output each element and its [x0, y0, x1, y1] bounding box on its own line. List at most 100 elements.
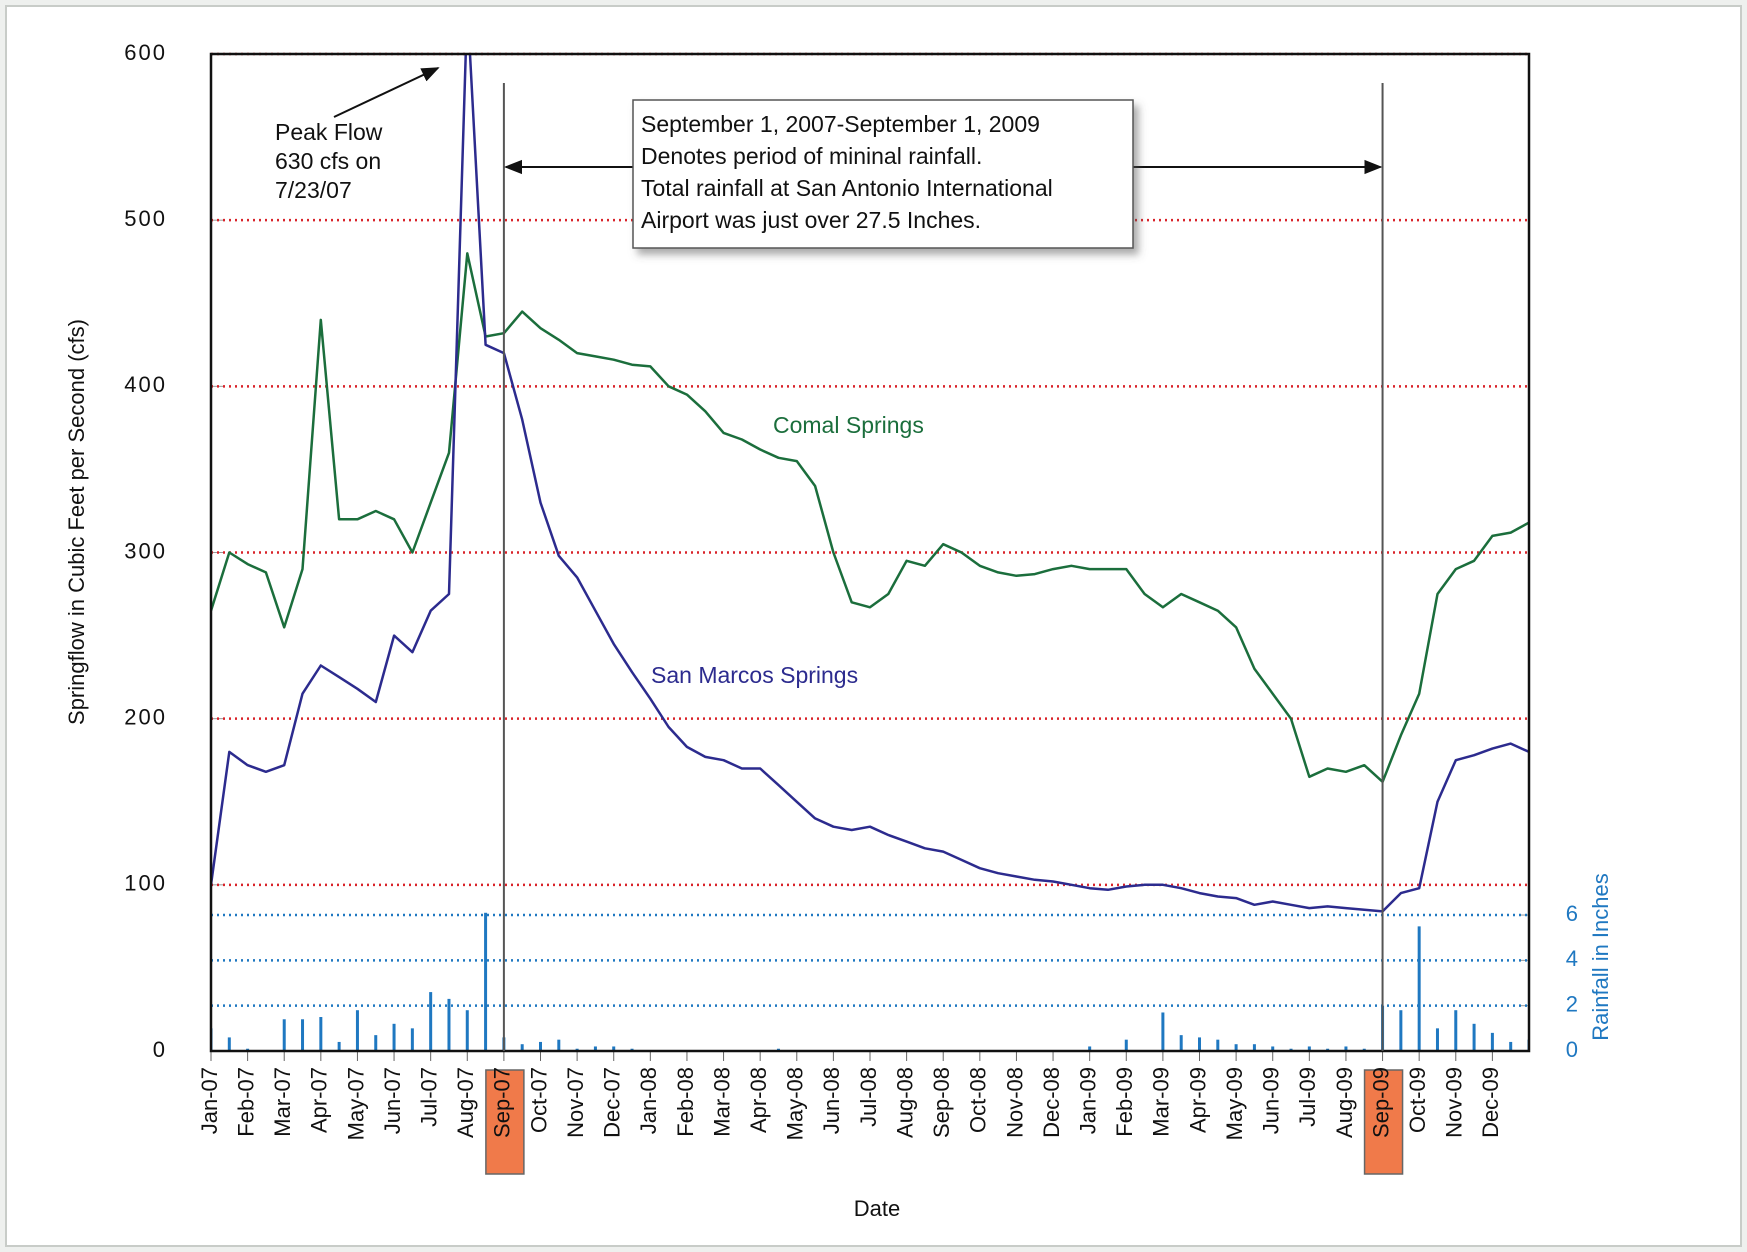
x-tick-label: Nov-08 — [1002, 1067, 1027, 1138]
rain-bar — [1417, 926, 1421, 1051]
x-tick-label: Sep-09 — [1368, 1067, 1393, 1138]
rain-bar — [1216, 1039, 1220, 1051]
x-tick-label: Feb-09 — [1112, 1067, 1137, 1137]
y-tick-label: 500 — [124, 206, 167, 231]
rain-bar — [1307, 1046, 1311, 1051]
x-tick-label: May-08 — [783, 1067, 808, 1140]
y-tick-label: 300 — [124, 538, 167, 563]
x-tick-label: Oct-08 — [966, 1067, 991, 1133]
rain-bar — [1490, 1032, 1494, 1051]
y-tick-label: 400 — [124, 372, 167, 397]
annotation-text: September 1, 2007-September 1, 2009 — [641, 111, 1040, 137]
annotation-text: Total rainfall at San Antonio Internatio… — [641, 175, 1053, 201]
y-tick-label: 0 — [153, 1037, 167, 1062]
rain-bar — [410, 1028, 414, 1051]
y-axis-label: Springflow in Cubic Feet per Second (cfs… — [64, 319, 89, 725]
x-tick-label: Dec-09 — [1478, 1067, 1503, 1138]
rain-bar — [1161, 1012, 1165, 1051]
x-tick-label: Aug-08 — [892, 1067, 917, 1138]
y-tick-label: 600 — [124, 40, 167, 65]
x-tick-label: Nov-07 — [563, 1067, 588, 1138]
rain-bar — [355, 1010, 359, 1051]
rain-bar — [1124, 1039, 1128, 1051]
rain-bar — [301, 1019, 305, 1051]
x-tick-label: Feb-07 — [233, 1067, 258, 1137]
rain-bar — [1344, 1046, 1348, 1051]
x-tick-label: Apr-09 — [1185, 1067, 1210, 1133]
y2-tick-label: 4 — [1566, 946, 1578, 971]
annotation-text: 630 cfs on — [275, 148, 381, 174]
x-tick-label: Jan-09 — [1075, 1067, 1100, 1134]
rain-bar — [1271, 1046, 1275, 1051]
series-label: San Marcos Springs — [651, 662, 858, 688]
rain-bar — [520, 1044, 524, 1051]
x-tick-label: Jun-08 — [819, 1067, 844, 1134]
highlight-box — [485, 1069, 525, 1175]
rain-bar — [484, 912, 488, 1051]
x-tick-label: Jun-09 — [1259, 1067, 1284, 1134]
rain-bar — [539, 1041, 542, 1051]
x-tick-label: Nov-09 — [1442, 1067, 1467, 1138]
annotation-text: Peak Flow — [275, 119, 383, 145]
rain-bar — [612, 1046, 616, 1051]
annotation-text: 7/23/07 — [275, 177, 352, 203]
x-tick-label: Aug-07 — [453, 1067, 478, 1138]
rain-bar — [1435, 1028, 1439, 1051]
rain-bar — [1472, 1023, 1476, 1051]
x-tick-label: Jan-07 — [197, 1067, 222, 1134]
x-tick-label: Mar-07 — [270, 1067, 295, 1137]
x-tick-label: Jul-08 — [856, 1067, 881, 1127]
y-tick-label: 100 — [124, 871, 167, 896]
x-tick-label: Dec-08 — [1039, 1067, 1064, 1138]
rain-bar — [557, 1039, 561, 1051]
rain-bar — [227, 1037, 231, 1051]
rain-bar — [465, 1010, 469, 1051]
y2-axis-label: Rainfall in Inches — [1588, 873, 1613, 1041]
annotation-text: Airport was just over 27.5 Inches. — [641, 207, 981, 233]
y2-tick-label: 6 — [1566, 901, 1578, 926]
rain-bar — [392, 1023, 396, 1051]
rain-bar — [1399, 1010, 1403, 1051]
x-tick-label: May-07 — [343, 1067, 368, 1140]
rain-bar — [447, 998, 451, 1051]
rain-bar — [1234, 1044, 1238, 1051]
rain-bar — [1179, 1035, 1183, 1051]
x-tick-label: Sep-07 — [490, 1067, 515, 1138]
x-tick-label: Apr-08 — [746, 1067, 771, 1133]
rain-bar — [282, 1019, 286, 1051]
rain-bar — [319, 1017, 323, 1051]
rain-bar — [337, 1041, 341, 1051]
series-line — [211, 252, 1529, 784]
rain-bar — [374, 1035, 378, 1051]
rain-bar — [593, 1046, 597, 1051]
annotation-text: Denotes period of mininal rainfall. — [641, 143, 982, 169]
x-tick-label: Feb-08 — [673, 1067, 698, 1137]
rain-bar — [1198, 1037, 1201, 1051]
x-tick-label: Jan-08 — [636, 1067, 661, 1134]
plot-frame — [209, 52, 1531, 1053]
x-tick-label: Jul-07 — [416, 1067, 441, 1127]
x-tick-label: Jul-09 — [1295, 1067, 1320, 1127]
rain-bar — [1509, 1041, 1513, 1051]
series-group — [211, 54, 1529, 1051]
rain-bar — [1454, 1010, 1458, 1051]
x-tick-label: Dec-07 — [600, 1067, 625, 1138]
x-axis-label: Date — [854, 1196, 900, 1221]
x-tick-label: Apr-07 — [307, 1067, 332, 1133]
x-tick-label: Oct-07 — [526, 1067, 551, 1133]
y-tick-label: 200 — [124, 704, 167, 729]
x-tick-label: Mar-09 — [1149, 1067, 1174, 1137]
series-label: Comal Springs — [773, 412, 924, 438]
rain-bar — [1252, 1044, 1256, 1051]
annotation-box — [632, 99, 1134, 249]
highlight-box — [1363, 1069, 1404, 1175]
series-line — [211, 54, 1529, 913]
y2-tick-label: 0 — [1566, 1037, 1578, 1062]
peak-arrow — [333, 67, 440, 118]
x-tick-label: Mar-08 — [709, 1067, 734, 1137]
y2-tick-label: 2 — [1566, 991, 1578, 1016]
x-tick-label: Sep-08 — [929, 1067, 954, 1138]
x-tick-label: Jun-07 — [380, 1067, 405, 1134]
x-tick-label: May-09 — [1222, 1067, 1247, 1140]
